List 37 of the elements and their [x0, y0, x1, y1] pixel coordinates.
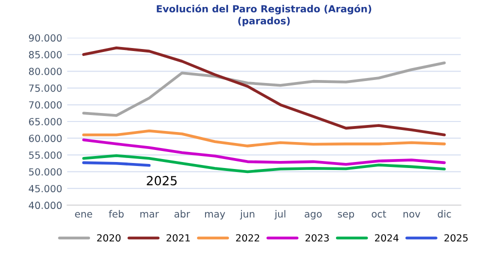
x-tick-label: nov — [404, 212, 420, 218]
x-tick-label: ago — [304, 212, 322, 220]
y-tick-label: 40.000 — [28, 202, 62, 210]
legend-label: 2022 — [236, 234, 260, 242]
x-tick-label: jul — [274, 210, 286, 220]
line-series — [82, 138, 446, 166]
x-tick-label: feb — [108, 210, 124, 218]
x-tick-label: mar — [140, 212, 159, 218]
y-tick-label: 75.000 — [29, 84, 62, 92]
x-tick-label: abr — [174, 210, 190, 218]
legend-label: 2024 — [375, 234, 398, 242]
y-tick-label: 65.000 — [29, 118, 62, 126]
line-series — [82, 154, 446, 174]
x-tick-label: may — [205, 212, 226, 220]
y-tick-label: 60.000 — [29, 134, 62, 142]
y-tick-label: 85.000 — [28, 51, 62, 58]
x-tick-label: dic — [438, 210, 451, 218]
y-tick-label: 45.000 — [28, 184, 62, 192]
line-series — [82, 62, 446, 117]
legend-label: 2021 — [166, 234, 190, 242]
line-series — [82, 46, 446, 136]
x-tick-label: ene — [75, 212, 92, 218]
x-tick-label: jun — [240, 210, 254, 220]
x-tick-label: oct — [372, 210, 386, 218]
line-series — [82, 129, 446, 148]
annotation: 2025 — [146, 176, 177, 186]
legend-label: 2020 — [97, 234, 121, 242]
chart-title: Evolución del Paro Registrado (Aragón) — [156, 4, 372, 14]
legend-label: 2025 — [444, 234, 468, 242]
chart-subtitle: (parados) — [238, 16, 290, 26]
y-tick-label: 50.000 — [29, 168, 62, 176]
y-tick-label: 55.000 — [29, 151, 62, 159]
y-tick-label: 70.000 — [29, 101, 62, 109]
x-tick-label: sep — [338, 212, 354, 220]
y-tick-label: 80.000 — [28, 68, 62, 76]
y-tick-label: 90.000 — [28, 34, 62, 42]
legend-label: 2023 — [306, 234, 329, 242]
